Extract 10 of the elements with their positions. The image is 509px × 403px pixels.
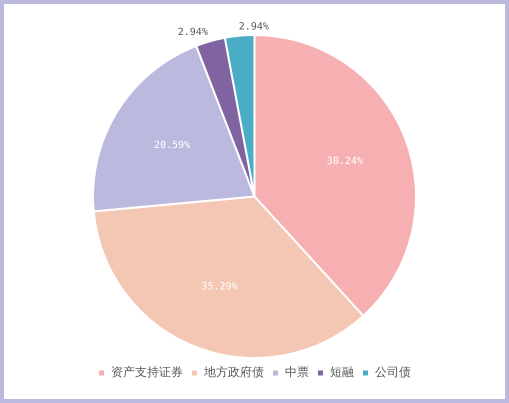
data-label: 2.94%	[178, 27, 208, 38]
legend-label: 资产支持证券	[111, 365, 183, 380]
data-label: 20.59%	[154, 140, 190, 152]
legend-label: 公司债	[375, 365, 411, 380]
legend-label: 短融	[330, 365, 354, 380]
data-label: 38.24%	[326, 156, 363, 168]
data-label: 35.29%	[201, 281, 238, 292]
legend-label: 中票	[285, 365, 309, 380]
legend-label: 地方政府债	[203, 365, 264, 380]
data-label: 2.94%	[238, 21, 269, 32]
